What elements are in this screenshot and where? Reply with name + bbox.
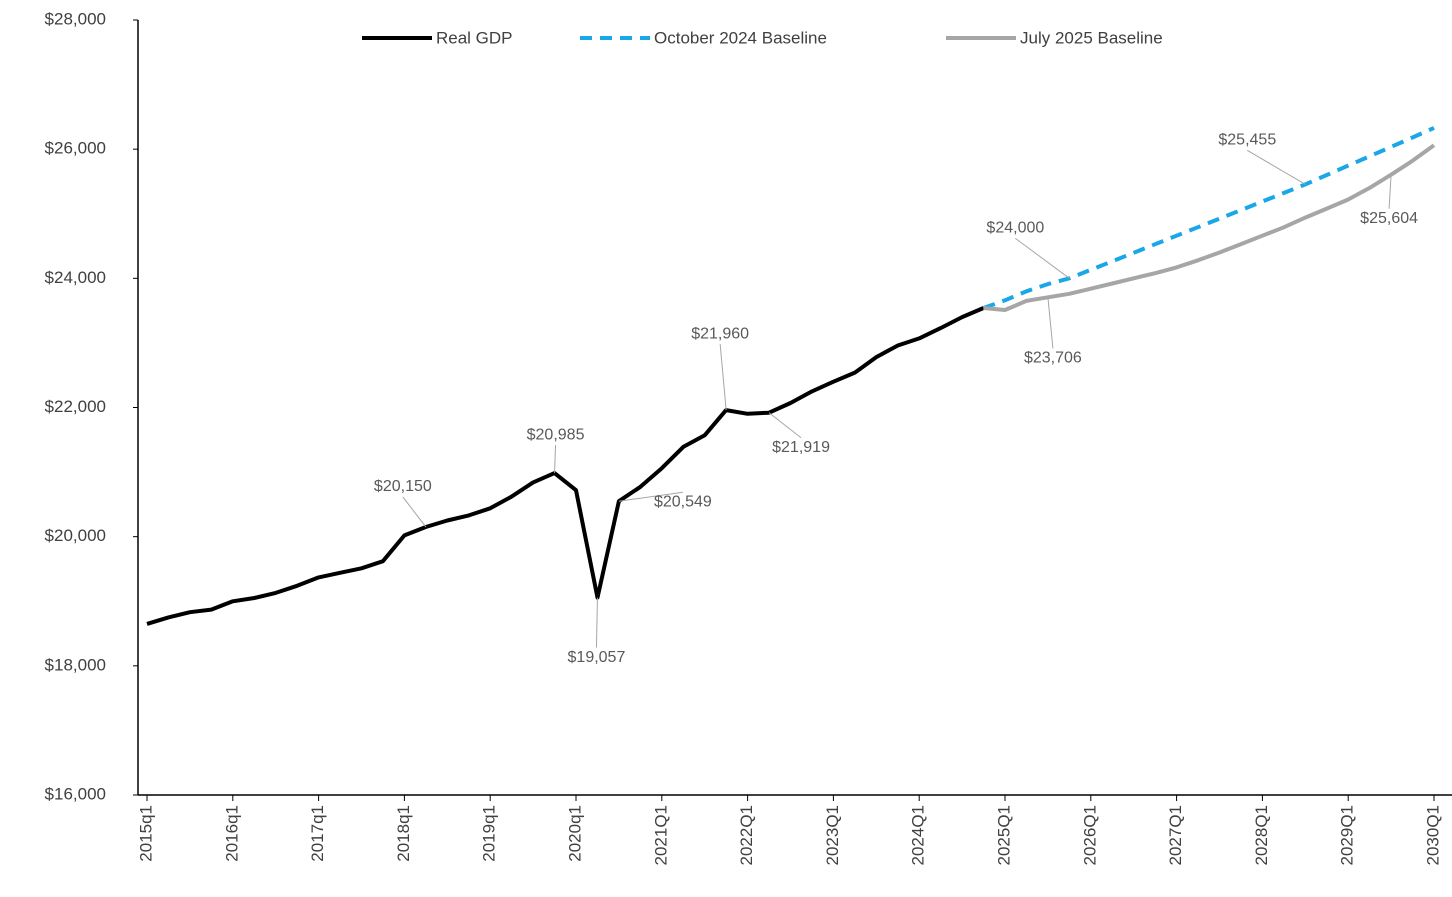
data-label: $20,549 [654, 493, 712, 510]
x-tick-label: 2024Q1 [909, 805, 928, 866]
data-label: $20,150 [374, 478, 432, 495]
legend: Real GDP October 2024 Baseline July 2025 B… [362, 28, 1163, 47]
x-tick-label: 2019q1 [480, 805, 499, 862]
x-tick-label: 2020q1 [565, 805, 584, 862]
y-tick-label: $28,000 [45, 9, 106, 28]
x-tick-label: 2017q1 [308, 805, 327, 862]
data-label: $19,057 [568, 649, 626, 666]
x-tick-label: 2028Q1 [1252, 805, 1271, 866]
series-line [982, 126, 1435, 310]
legend-label: October 2024 Baseline [654, 28, 827, 47]
leader-line [768, 412, 802, 439]
leader-line [719, 344, 727, 411]
series-line [983, 143, 1436, 312]
x-tick-label: 2030Q1 [1423, 805, 1442, 866]
x-tick-label: 2021Q1 [651, 805, 670, 866]
leader-line [1247, 149, 1306, 185]
data-label: $21,919 [772, 439, 830, 456]
data-label: $25,455 [1218, 132, 1276, 149]
y-tick-label: $26,000 [45, 139, 106, 158]
leader-line [1388, 174, 1392, 209]
y-tick-label: $20,000 [45, 526, 106, 545]
y-tick-label: $16,000 [45, 784, 106, 803]
data-label: $24,000 [986, 220, 1044, 237]
x-tick-label: 2023Q1 [823, 805, 842, 866]
x-tick-label: 2026Q1 [1080, 805, 1099, 866]
legend-label: July 2025 Baseline [1020, 28, 1163, 47]
leader-line [595, 597, 598, 648]
leader-line [1047, 297, 1054, 349]
series-line [146, 306, 985, 626]
data-label: $25,604 [1360, 210, 1418, 227]
y-tick-label: $18,000 [45, 655, 106, 674]
y-tick-label: $22,000 [45, 397, 106, 416]
x-tick-label: 2015q1 [136, 805, 155, 862]
x-tick-label: 2022Q1 [737, 805, 756, 866]
x-tick-label: 2018q1 [394, 805, 413, 862]
x-tick-label: 2029Q1 [1338, 805, 1357, 866]
data-label: $20,985 [527, 426, 585, 443]
y-tick-label: $24,000 [45, 268, 106, 287]
leader-line [618, 491, 683, 502]
data-label: $21,960 [691, 325, 749, 342]
x-tick-label: 2025Q1 [994, 805, 1013, 866]
x-tick-label: 2027Q1 [1166, 805, 1185, 866]
legend-label: Real GDP [436, 28, 513, 47]
x-tick-label: 2016q1 [222, 805, 241, 862]
data-label: $23,706 [1024, 350, 1082, 367]
leader-line [402, 496, 427, 528]
leader-line [554, 445, 557, 474]
leader-line [1015, 237, 1070, 279]
